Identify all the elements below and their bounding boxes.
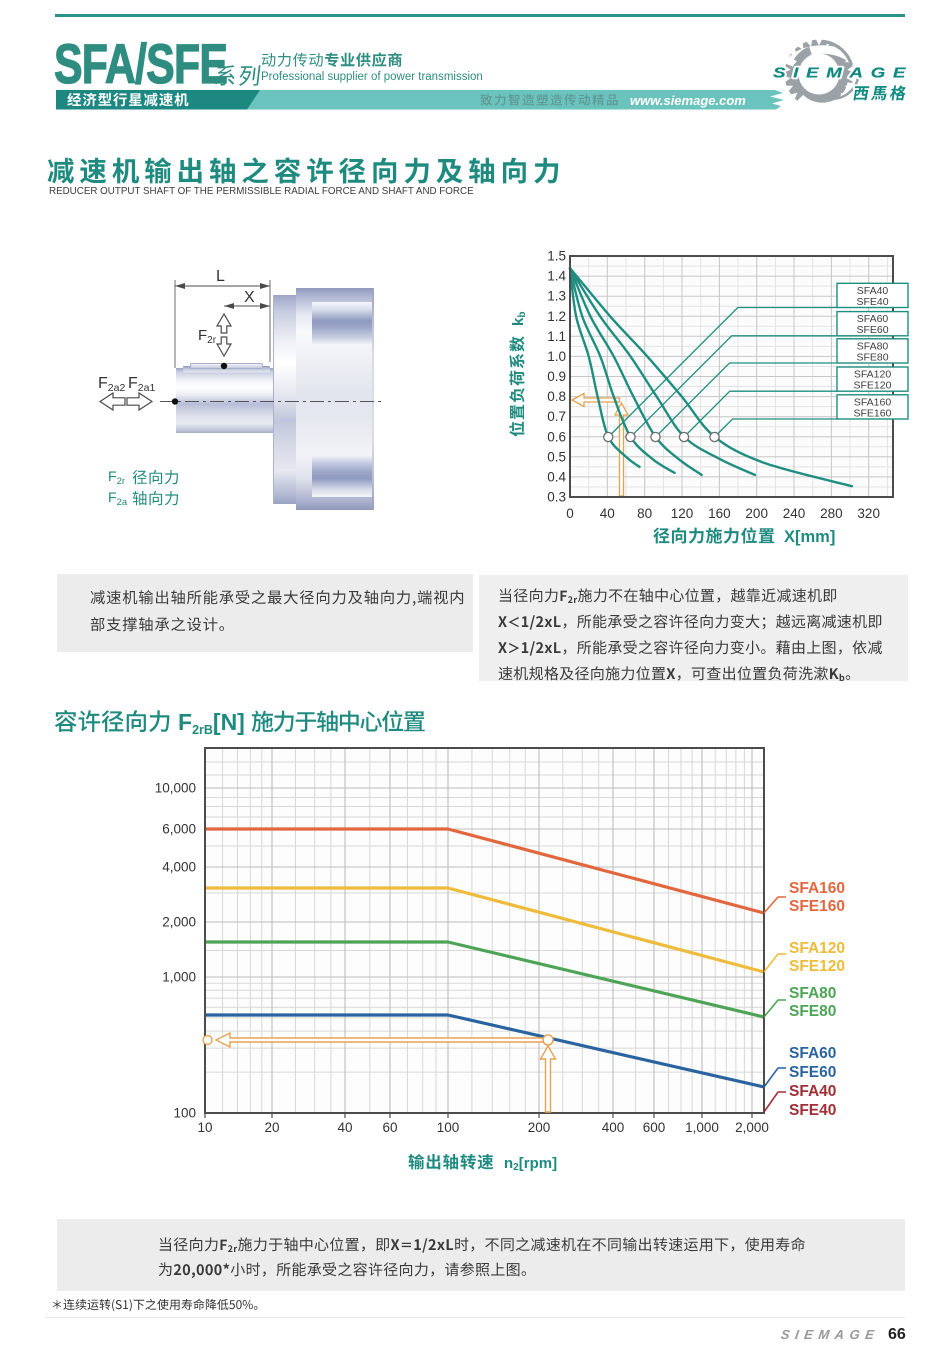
svg-text:1.2: 1.2	[547, 309, 566, 324]
svg-text:10: 10	[197, 1120, 212, 1135]
svg-text:SFA80: SFA80	[789, 985, 836, 1002]
svg-text:SFE80: SFE80	[789, 1003, 836, 1020]
svg-text:120: 120	[671, 506, 694, 521]
svg-text:SFE120: SFE120	[789, 958, 845, 975]
svg-text:SFE40: SFE40	[856, 296, 888, 308]
svg-text:1.1: 1.1	[547, 329, 566, 344]
svg-text:0: 0	[566, 506, 574, 521]
svg-text:100: 100	[437, 1120, 460, 1135]
svg-text:SFA160: SFA160	[854, 396, 892, 408]
svg-text:20: 20	[264, 1120, 279, 1135]
svg-text:0.9: 0.9	[547, 369, 566, 384]
svg-text:SFA40: SFA40	[857, 285, 889, 297]
svg-text:0.7: 0.7	[547, 409, 566, 424]
svg-text:1,000: 1,000	[162, 970, 196, 985]
svg-text:60: 60	[382, 1120, 397, 1135]
svg-text:SFA60: SFA60	[789, 1045, 836, 1062]
svg-text:SFA40: SFA40	[789, 1083, 836, 1100]
svg-text:0.4: 0.4	[547, 469, 566, 484]
svg-text:200: 200	[528, 1120, 551, 1135]
svg-text:0.6: 0.6	[547, 429, 566, 444]
svg-text:100: 100	[173, 1106, 196, 1121]
svg-text:200: 200	[745, 506, 768, 521]
svg-text:1.4: 1.4	[547, 269, 566, 284]
svg-text:4,000: 4,000	[162, 860, 196, 875]
svg-text:SFA60: SFA60	[857, 313, 889, 325]
svg-text:80: 80	[637, 506, 652, 521]
svg-text:1.3: 1.3	[547, 289, 566, 304]
svg-text:1.0: 1.0	[547, 349, 566, 364]
svg-text:SFA120: SFA120	[789, 940, 845, 957]
svg-text:40: 40	[600, 506, 615, 521]
svg-text:SFA80: SFA80	[857, 340, 889, 352]
svg-text:1,000: 1,000	[685, 1120, 719, 1135]
svg-text:1.5: 1.5	[547, 249, 566, 264]
svg-text:2,000: 2,000	[735, 1120, 769, 1135]
svg-text:0.3: 0.3	[547, 490, 566, 505]
svg-text:400: 400	[602, 1120, 625, 1135]
svg-text:SFE160: SFE160	[789, 898, 845, 915]
svg-text:0.5: 0.5	[547, 449, 566, 464]
svg-text:SIEMAGE: SIEMAGE	[773, 64, 913, 81]
svg-text:SFE160: SFE160	[854, 407, 892, 419]
svg-text:SFE60: SFE60	[789, 1064, 836, 1081]
svg-text:600: 600	[643, 1120, 666, 1135]
svg-text:SFE120: SFE120	[854, 380, 892, 392]
svg-text:2,000: 2,000	[162, 915, 196, 930]
svg-text:320: 320	[857, 506, 880, 521]
svg-text:SFE60: SFE60	[856, 324, 888, 336]
svg-text:SFA120: SFA120	[854, 369, 892, 381]
svg-text:0.8: 0.8	[547, 389, 566, 404]
svg-text:10,000: 10,000	[155, 781, 196, 796]
svg-text:240: 240	[783, 506, 806, 521]
svg-text:SFA160: SFA160	[789, 880, 845, 897]
svg-text:40: 40	[337, 1120, 352, 1135]
svg-text:6,000: 6,000	[162, 822, 196, 837]
svg-text:160: 160	[708, 506, 731, 521]
svg-text:SFE80: SFE80	[856, 351, 888, 363]
svg-text:SFE40: SFE40	[789, 1102, 836, 1119]
svg-text:280: 280	[820, 506, 843, 521]
svg-text:SIEMAGE: SIEMAGE	[773, 64, 913, 81]
